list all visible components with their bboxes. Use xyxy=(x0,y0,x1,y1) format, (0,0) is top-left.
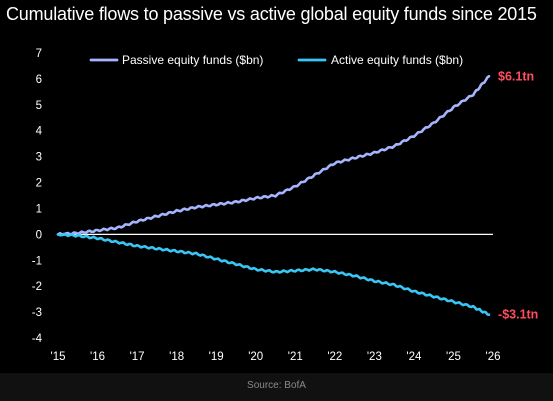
y-tick-label: -2 xyxy=(32,281,42,293)
y-tick-label: 1 xyxy=(36,203,42,215)
y-tick-label: 6 xyxy=(36,74,42,86)
chart-title: Cumulative flows to passive vs active gl… xyxy=(6,4,537,24)
y-tick-label: -3 xyxy=(32,307,42,319)
x-tick-label: '22 xyxy=(327,351,342,363)
y-tick-label: 2 xyxy=(36,178,42,190)
x-tick-label: '17 xyxy=(130,351,145,363)
x-tick-label: '18 xyxy=(169,351,184,363)
y-tick-label: -1 xyxy=(32,255,42,267)
y-tick-label: 0 xyxy=(36,229,42,241)
end-label-passive: $6.1tn xyxy=(498,69,534,83)
x-tick-label: '24 xyxy=(406,351,422,363)
line-chart: 7 6 5 4 3 2 1 0 -1 -2 -3 -4 '15 '16 '17 '18 '19 '20 '21 '22… xyxy=(32,48,539,363)
legend-label-active: Active equity funds ($bn) xyxy=(331,53,463,67)
source-footer: Source: BofA xyxy=(0,373,553,401)
end-label-active: -$3.1tn xyxy=(498,308,538,322)
x-tick-label: '20 xyxy=(248,351,263,363)
x-tick-label: '19 xyxy=(209,351,224,363)
series-line-passive xyxy=(56,75,491,237)
y-tick-label: 5 xyxy=(36,100,42,112)
x-tick-label: '25 xyxy=(446,351,461,363)
y-tick-label: 4 xyxy=(36,126,43,138)
source-label: Source: BofA xyxy=(247,380,306,391)
x-tick-label: '16 xyxy=(90,351,105,363)
series-line-active xyxy=(56,232,491,317)
y-tick-label: -4 xyxy=(32,333,43,345)
legend-label-passive: Passive equity funds ($bn) xyxy=(122,53,263,67)
x-tick-label: '21 xyxy=(288,351,303,363)
x-tick-label: '26 xyxy=(486,351,501,363)
y-tick-label: 7 xyxy=(36,48,42,60)
x-tick-label: '15 xyxy=(51,351,66,363)
x-tick-label: '23 xyxy=(367,351,382,363)
y-tick-label: 3 xyxy=(36,152,42,164)
